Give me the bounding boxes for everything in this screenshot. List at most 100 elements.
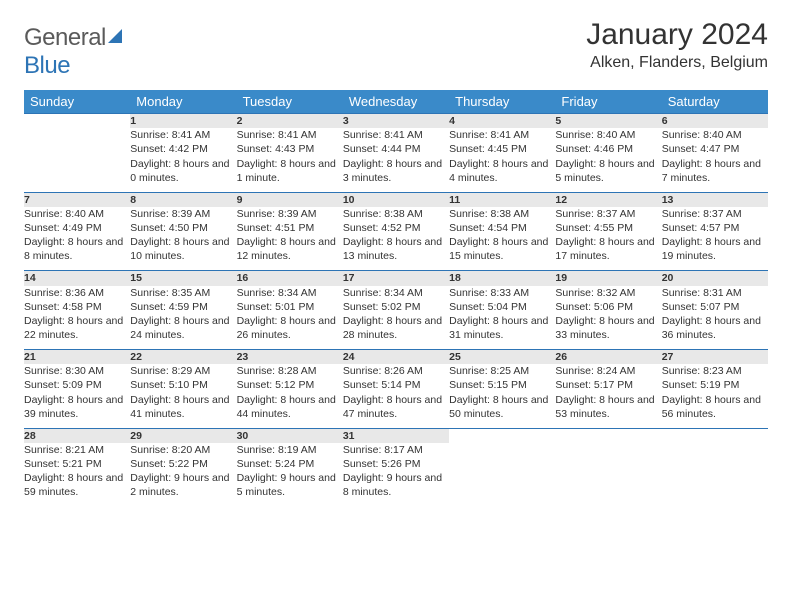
empty-cell: [662, 428, 768, 443]
day-number-row: 78910111213: [24, 192, 768, 207]
sunrise-line: Sunrise: 8:39 AM: [237, 208, 317, 220]
sunset-line: Sunset: 5:07 PM: [662, 301, 740, 313]
title-block: January 2024 Alken, Flanders, Belgium: [586, 18, 768, 72]
day-details: Sunrise: 8:37 AM Sunset: 4:55 PM Daylight:…: [555, 207, 661, 271]
sunset-line: Sunset: 4:55 PM: [555, 222, 633, 234]
day-details: Sunrise: 8:24 AMSunset: 5:17 PMDaylight:…: [555, 364, 661, 428]
weekday-header: Tuesday: [237, 90, 343, 114]
day-number: 11: [449, 192, 555, 207]
day-content-row: Sunrise: 8:30 AM Sunset: 5:09 PM Daylight:…: [24, 364, 768, 428]
daylight-line: Daylight: 8 hours and 28 minutes.: [343, 315, 442, 341]
daylight-line: Daylight: 8 hours and 26 minutes.: [237, 315, 336, 341]
day-content-row: Sunrise: 8:36 AMSunset: 4:58 PMDaylight:…: [24, 286, 768, 350]
daylight-line: Daylight: 9 hours and 5 minutes.: [237, 472, 336, 498]
daylight-line: Daylight: 8 hours and 56 minutes.: [662, 394, 761, 420]
sunset-line: Sunset: 5:14 PM: [343, 379, 421, 391]
sunset-line: Sunset: 5:24 PM: [237, 458, 315, 470]
sunset-line: Sunset: 4:51 PM: [237, 222, 315, 234]
day-details: Sunrise: 8:33 AMSunset: 5:04 PMDaylight:…: [449, 286, 555, 350]
sunrise-line: Sunrise: 8:20 AM: [130, 444, 210, 456]
day-number-row: 14151617181920: [24, 271, 768, 286]
weekday-header: Saturday: [662, 90, 768, 114]
sunset-line: Sunset: 4:52 PM: [343, 222, 421, 234]
day-details: Sunrise: 8:21 AMSunset: 5:21 PMDaylight:…: [24, 443, 130, 507]
day-details: Sunrise: 8:38 AMSunset: 4:52 PMDaylight:…: [343, 207, 449, 271]
daylight-line: Daylight: 9 hours and 8 minutes.: [343, 472, 442, 498]
sunrise-line: Sunrise: 8:41 AM: [237, 129, 317, 141]
sunset-line: Sunset: 4:47 PM: [662, 143, 740, 155]
day-number: 28: [24, 428, 130, 443]
day-number: 12: [555, 192, 661, 207]
daylight-line: Daylight: 8 hours and 10 minutes.: [130, 236, 229, 262]
day-number: 8: [130, 192, 236, 207]
weekday-header: Friday: [555, 90, 661, 114]
sunrise-line: Sunrise: 8:30 AM: [24, 365, 104, 377]
day-number: 5: [555, 114, 661, 129]
sunrise-line: Sunrise: 8:40 AM: [555, 129, 635, 141]
day-number: 25: [449, 350, 555, 365]
day-details: Sunrise: 8:25 AMSunset: 5:15 PMDaylight:…: [449, 364, 555, 428]
day-number: 18: [449, 271, 555, 286]
sunset-line: Sunset: 5:12 PM: [237, 379, 315, 391]
daylight-line: Daylight: 8 hours and 17 minutes.: [555, 236, 654, 262]
sunset-line: Sunset: 5:17 PM: [555, 379, 633, 391]
sunset-line: Sunset: 4:46 PM: [555, 143, 633, 155]
day-details: Sunrise: 8:38 AMSunset: 4:54 PMDaylight:…: [449, 207, 555, 271]
weekday-header: Wednesday: [343, 90, 449, 114]
weekday-header: Thursday: [449, 90, 555, 114]
daylight-line: Daylight: 8 hours and 15 minutes.: [449, 236, 548, 262]
daylight-line: Daylight: 8 hours and 1 minute.: [237, 158, 336, 184]
logo: GeneralBlue: [24, 18, 126, 80]
sunrise-line: Sunrise: 8:37 AM: [555, 208, 635, 220]
sunrise-line: Sunrise: 8:26 AM: [343, 365, 423, 377]
day-details: Sunrise: 8:34 AMSunset: 5:02 PMDaylight:…: [343, 286, 449, 350]
calendar-body: 123456Sunrise: 8:41 AMSunset: 4:42 PMDay…: [24, 114, 768, 507]
sunset-line: Sunset: 5:04 PM: [449, 301, 527, 313]
sunset-line: Sunset: 5:21 PM: [24, 458, 102, 470]
day-number: 9: [237, 192, 343, 207]
daylight-line: Daylight: 8 hours and 19 minutes.: [662, 236, 761, 262]
daylight-line: Daylight: 8 hours and 47 minutes.: [343, 394, 442, 420]
day-details: Sunrise: 8:39 AMSunset: 4:50 PMDaylight:…: [130, 207, 236, 271]
empty-cell: [449, 443, 555, 507]
day-number: 3: [343, 114, 449, 129]
day-details: Sunrise: 8:26 AM Sunset: 5:14 PM Daylight:…: [343, 364, 449, 428]
sunset-line: Sunset: 4:44 PM: [343, 143, 421, 155]
day-details: Sunrise: 8:19 AM Sunset: 5:24 PM Daylight:…: [237, 443, 343, 507]
sunset-line: Sunset: 5:09 PM: [24, 379, 102, 391]
day-details: Sunrise: 8:34 AMSunset: 5:01 PMDaylight:…: [237, 286, 343, 350]
sunrise-line: Sunrise: 8:32 AM: [555, 287, 635, 299]
sunrise-line: Sunrise: 8:37 AM: [662, 208, 742, 220]
sunrise-line: Sunrise: 8:36 AM: [24, 287, 104, 299]
day-number: 13: [662, 192, 768, 207]
day-details: Sunrise: 8:20 AMSunset: 5:22 PMDaylight:…: [130, 443, 236, 507]
calendar-table: SundayMondayTuesdayWednesdayThursdayFrid…: [24, 90, 768, 507]
daylight-line: Daylight: 8 hours and 7 minutes.: [662, 158, 761, 184]
header: GeneralBlue January 2024 Alken, Flanders…: [24, 18, 768, 80]
day-number: 26: [555, 350, 661, 365]
sunset-line: Sunset: 5:15 PM: [449, 379, 527, 391]
day-details: Sunrise: 8:30 AMSunset: 5:09 PMDaylight:…: [24, 364, 130, 428]
sunrise-line: Sunrise: 8:34 AM: [237, 287, 317, 299]
sunrise-line: Sunrise: 8:19 AM: [237, 444, 317, 456]
day-details: Sunrise: 8:40 AM Sunset: 4:46 PM Daylight:…: [555, 128, 661, 192]
sunrise-line: Sunrise: 8:41 AM: [343, 129, 423, 141]
day-details: Sunrise: 8:36 AMSunset: 4:58 PMDaylight:…: [24, 286, 130, 350]
sunset-line: Sunset: 5:06 PM: [555, 301, 633, 313]
sunset-line: Sunset: 5:26 PM: [343, 458, 421, 470]
day-details: Sunrise: 8:37 AMSunset: 4:57 PMDaylight:…: [662, 207, 768, 271]
day-number: 27: [662, 350, 768, 365]
sunset-line: Sunset: 4:59 PM: [130, 301, 208, 313]
day-number: 31: [343, 428, 449, 443]
day-number: 14: [24, 271, 130, 286]
day-number: 24: [343, 350, 449, 365]
day-details: Sunrise: 8:41 AMSunset: 4:43 PMDaylight:…: [237, 128, 343, 192]
empty-cell: [662, 443, 768, 507]
sunset-line: Sunset: 5:10 PM: [130, 379, 208, 391]
day-details: Sunrise: 8:35 AMSunset: 4:59 PMDaylight:…: [130, 286, 236, 350]
sunrise-line: Sunrise: 8:35 AM: [130, 287, 210, 299]
sunrise-line: Sunrise: 8:23 AM: [662, 365, 742, 377]
day-details: Sunrise: 8:40 AMSunset: 4:47 PMDaylight:…: [662, 128, 768, 192]
logo-text: GeneralBlue: [24, 24, 126, 80]
daylight-line: Daylight: 8 hours and 5 minutes.: [555, 158, 654, 184]
